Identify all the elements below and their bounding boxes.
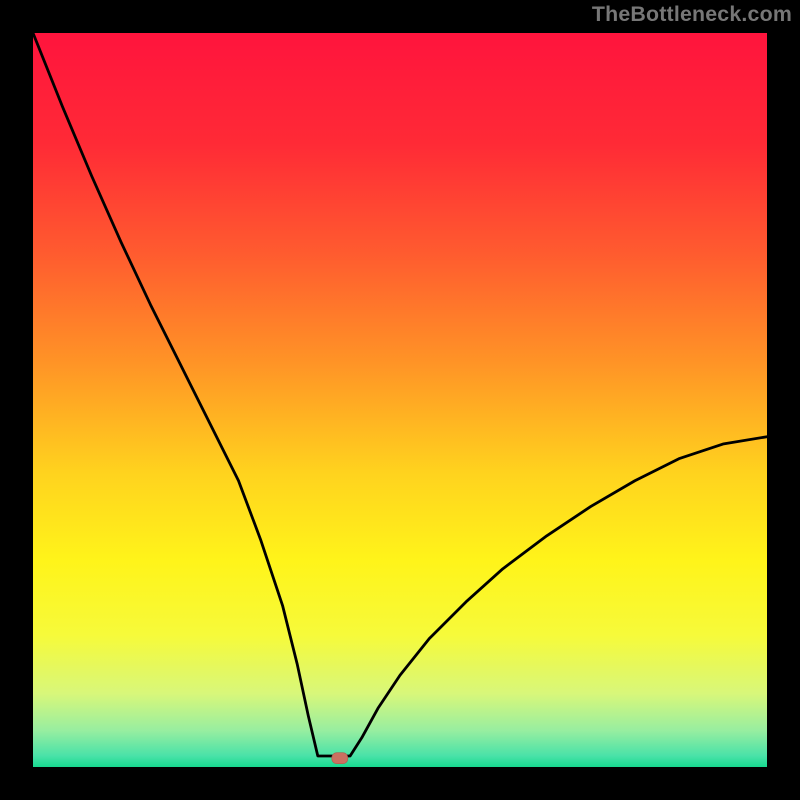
chart-container: TheBottleneck.com (0, 0, 800, 800)
chart-gradient-background (33, 33, 767, 767)
watermark-text: TheBottleneck.com (592, 2, 792, 27)
bottleneck-chart-svg (0, 0, 800, 800)
optimum-marker (332, 753, 348, 764)
